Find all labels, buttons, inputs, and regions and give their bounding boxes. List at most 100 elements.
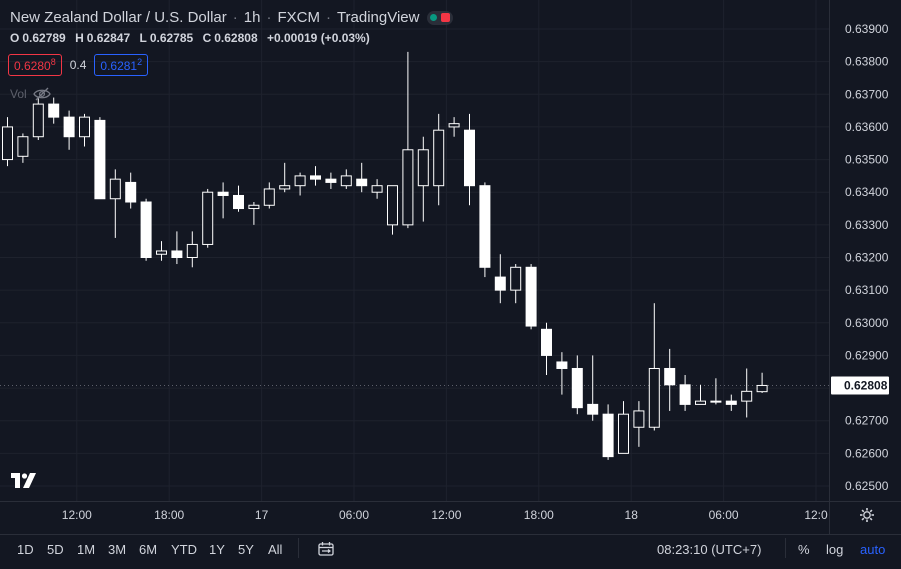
bid-ask-panel: 0.62808 0.4 0.62812 — [8, 54, 149, 76]
candle-body — [756, 384, 768, 393]
candle-body — [448, 123, 460, 128]
compare-date-range-icon[interactable] — [317, 541, 335, 557]
candle-body — [725, 400, 737, 405]
candle — [140, 198, 152, 261]
candle-body — [541, 328, 552, 356]
range-1d-button[interactable]: 1D — [17, 542, 34, 557]
range-6m-button[interactable]: 6M — [139, 542, 158, 557]
range-5d-button[interactable]: 5D — [47, 542, 64, 557]
data-problem-dot — [441, 13, 451, 22]
legend-separator: · — [325, 9, 331, 26]
legend-separator: · — [266, 9, 272, 26]
candle-layer — [2, 51, 768, 460]
candle-body — [79, 116, 90, 138]
candle-body — [710, 400, 722, 403]
symbol-legend[interactable]: New Zealand Dollar / U.S. Dollar · 1h · … — [10, 9, 454, 26]
auto-scale-button[interactable]: auto — [860, 542, 886, 557]
ohlc-high: H 0.62847 — [75, 31, 131, 45]
price-tick-label: 0.63100 — [845, 283, 889, 297]
gear-tooth — [869, 517, 873, 521]
eye-off-icon[interactable] — [32, 87, 51, 101]
range-all-button[interactable]: All — [268, 542, 283, 557]
candle — [310, 166, 321, 186]
price-tick-label: 0.62600 — [845, 446, 889, 460]
range-1y-button[interactable]: 1Y — [209, 542, 225, 557]
interval-label[interactable]: 1h — [243, 9, 261, 26]
time-tick-label: 06:00 — [339, 508, 369, 522]
buy-price-button[interactable]: 0.62812 — [94, 54, 149, 76]
candle-body — [325, 178, 337, 183]
log-scale-button[interactable]: log — [826, 542, 844, 557]
price-tick-label: 0.63500 — [845, 153, 889, 167]
candle — [371, 179, 383, 199]
time-tick-label: 17 — [255, 508, 269, 522]
candle-body — [48, 103, 60, 118]
price-tick-label: 0.63200 — [845, 251, 889, 265]
candle-body — [186, 243, 198, 258]
candle — [109, 169, 121, 238]
candle-body — [633, 410, 645, 428]
candle — [294, 172, 306, 196]
candle-body — [233, 194, 244, 210]
candle — [510, 264, 522, 304]
candle — [756, 372, 768, 393]
price-tick-label: 0.62500 — [845, 479, 889, 493]
candle — [63, 110, 75, 150]
candle-body — [479, 185, 491, 268]
time-tick-label: 18 — [625, 508, 639, 522]
candle — [541, 322, 552, 376]
candle — [233, 185, 244, 212]
legend-separator: · — [232, 9, 238, 26]
range-5y-button[interactable]: 5Y — [238, 542, 254, 557]
range-ytd-button[interactable]: YTD — [171, 542, 197, 557]
candle — [279, 162, 291, 193]
candle-body — [402, 149, 414, 226]
time-tick-label: 18:00 — [524, 508, 554, 522]
tradingview-logo-icon[interactable] — [8, 466, 40, 494]
time-tick-label: 12:00 — [431, 508, 461, 522]
candle-body — [618, 413, 629, 454]
market-open-dot — [430, 14, 438, 21]
candle — [633, 401, 645, 447]
candle — [94, 117, 106, 200]
candle-body — [140, 201, 152, 258]
candle — [202, 188, 214, 248]
candle-body — [387, 185, 398, 226]
spread-value: 0.4 — [69, 58, 87, 72]
candle-body — [156, 250, 167, 255]
market-status-indicator[interactable] — [427, 10, 454, 25]
price-tick-label: 0.63400 — [845, 185, 889, 199]
candle — [171, 231, 183, 265]
sell-price-button[interactable]: 0.62808 — [8, 54, 62, 76]
candle-body — [217, 191, 229, 196]
range-3m-button[interactable]: 3M — [108, 542, 127, 557]
candle-body — [171, 250, 183, 259]
candle — [741, 368, 753, 418]
exchange-label: FXCM — [277, 9, 320, 26]
candle — [340, 169, 352, 189]
candle — [448, 117, 460, 137]
candle — [648, 303, 660, 431]
time-tick-label: 12:00 — [62, 508, 92, 522]
volume-label: Vol — [10, 87, 27, 101]
last-price-label: 0.62808 — [844, 378, 888, 392]
volume-legend[interactable]: Vol — [10, 87, 51, 101]
symbol-title[interactable]: New Zealand Dollar / U.S. Dollar — [10, 9, 227, 26]
range-1m-button[interactable]: 1M — [77, 542, 96, 557]
timezone-clock[interactable]: 08:23:10 (UTC+7) — [657, 542, 762, 557]
axis-layer: 0.63900 0.63800 0.63700 0.63600 0.63500 0.634… — [0, 0, 901, 535]
candle — [356, 162, 368, 193]
candle — [464, 113, 475, 206]
settings-gear-icon[interactable] — [860, 508, 874, 522]
percent-scale-button[interactable]: % — [798, 542, 810, 557]
candle-body — [371, 185, 383, 193]
ohlc-change: +0.00019 (+0.03%) — [266, 31, 370, 45]
ohlc-close: C 0.62808 — [202, 31, 258, 45]
ohlc-low: L 0.62785 — [139, 31, 194, 45]
candle-body — [2, 126, 13, 161]
candle-body — [648, 367, 660, 428]
candle-body — [556, 361, 568, 369]
time-tick-label: 18:00 — [154, 508, 184, 522]
